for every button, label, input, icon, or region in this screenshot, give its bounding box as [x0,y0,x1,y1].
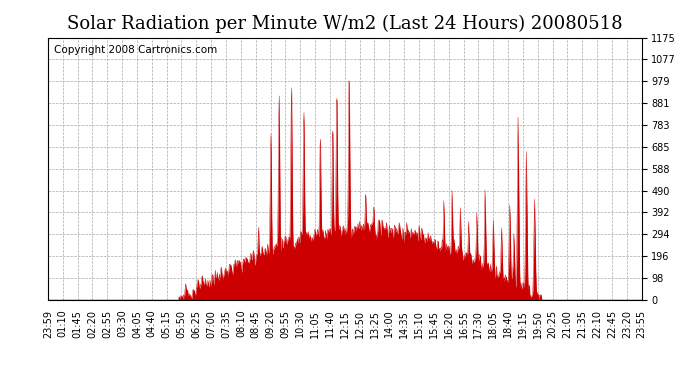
Text: Solar Radiation per Minute W/m2 (Last 24 Hours) 20080518: Solar Radiation per Minute W/m2 (Last 24… [67,15,623,33]
Text: Copyright 2008 Cartronics.com: Copyright 2008 Cartronics.com [55,45,217,56]
